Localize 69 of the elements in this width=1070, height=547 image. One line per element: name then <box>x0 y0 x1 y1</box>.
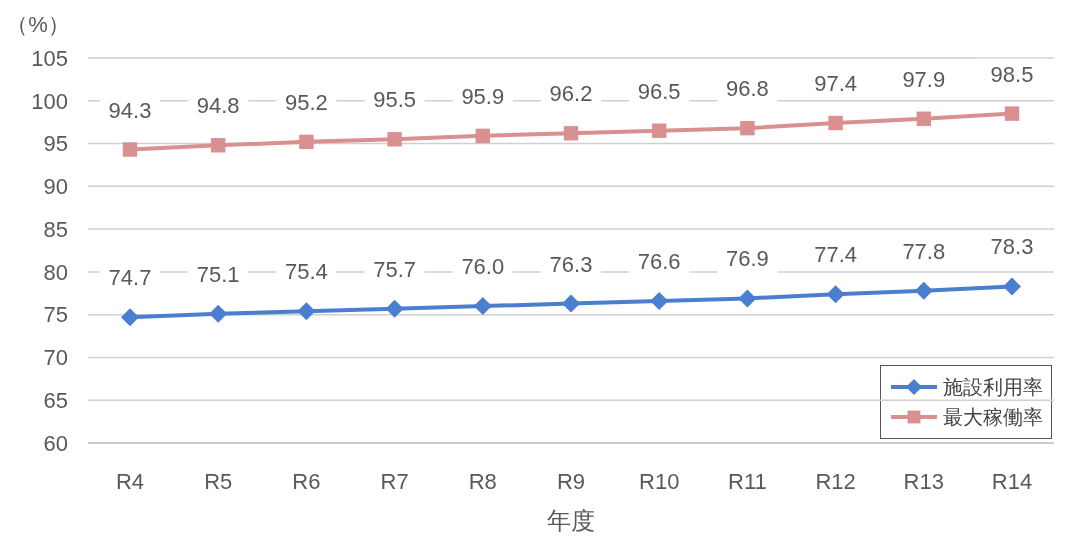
data-label: 94.8 <box>196 93 240 119</box>
data-label: 96.8 <box>725 76 769 102</box>
data-label: 75.7 <box>373 256 417 282</box>
data-label: 75.4 <box>284 259 328 285</box>
legend-label: 最大稼働率 <box>943 404 1043 430</box>
y-tick-label: 100 <box>31 88 68 114</box>
x-tick-label: R8 <box>468 468 497 494</box>
x-tick-label: R10 <box>639 468 680 494</box>
point <box>475 128 490 144</box>
point <box>826 285 845 304</box>
x-tick-label: R11 <box>728 468 767 494</box>
x-tick-label: R4 <box>115 468 145 494</box>
y-tick-label: 105 <box>31 45 68 71</box>
x-axis-title: 年度 <box>547 507 595 534</box>
point <box>1003 277 1021 296</box>
y-tick-label: 60 <box>43 430 68 456</box>
data-label: 96.5 <box>637 78 681 104</box>
data-label: 95.2 <box>284 89 328 115</box>
data-label: 78.3 <box>990 234 1034 260</box>
data-label: 96.2 <box>549 81 593 107</box>
point <box>740 120 755 136</box>
point <box>562 294 580 313</box>
data-label: 97.4 <box>814 71 858 97</box>
y-tick-label: 75 <box>43 302 68 328</box>
point <box>297 302 316 321</box>
point <box>122 142 138 157</box>
x-tick-label: R7 <box>380 468 409 494</box>
data-label: 77.4 <box>814 242 858 268</box>
y-tick-label: 80 <box>43 259 68 285</box>
data-label: 76.3 <box>549 251 593 277</box>
x-tick-label: R6 <box>292 468 321 494</box>
x-tick-label: R14 <box>991 468 1033 494</box>
point <box>652 123 667 138</box>
x-tick-label: R12 <box>815 468 856 494</box>
data-label: 98.5 <box>990 61 1034 87</box>
y-axis-title: （%） <box>6 12 70 37</box>
point <box>738 289 757 308</box>
point <box>650 291 669 310</box>
point <box>121 308 139 327</box>
data-label: 77.8 <box>902 238 946 264</box>
data-label: 76.9 <box>725 246 769 272</box>
point <box>473 297 492 316</box>
point <box>563 126 579 141</box>
data-label: 97.9 <box>902 66 946 92</box>
point <box>914 281 933 300</box>
y-tick-label: 95 <box>43 131 68 157</box>
y-tick-label: 85 <box>43 216 68 242</box>
legend-label: 施設利用率 <box>943 374 1043 400</box>
data-label: 95.5 <box>373 87 417 113</box>
data-label: 76.0 <box>461 254 505 280</box>
point <box>828 115 843 131</box>
point <box>299 134 314 150</box>
point <box>387 132 402 147</box>
x-tick-label: R13 <box>903 468 944 494</box>
y-tick-label: 90 <box>43 174 68 200</box>
point <box>209 304 228 323</box>
data-label: 74.7 <box>108 265 152 291</box>
data-label: 76.6 <box>637 248 681 274</box>
data-label: 75.1 <box>196 261 240 287</box>
point <box>385 299 404 318</box>
data-label: 95.9 <box>461 83 505 109</box>
y-tick-label: 65 <box>43 388 68 414</box>
x-tick-label: R5 <box>204 468 233 494</box>
x-tick-label: R9 <box>556 468 586 494</box>
y-tick-label: 70 <box>43 345 68 371</box>
point <box>1004 106 1020 121</box>
data-label: 94.3 <box>108 97 152 123</box>
point <box>916 111 931 126</box>
point <box>211 138 226 153</box>
